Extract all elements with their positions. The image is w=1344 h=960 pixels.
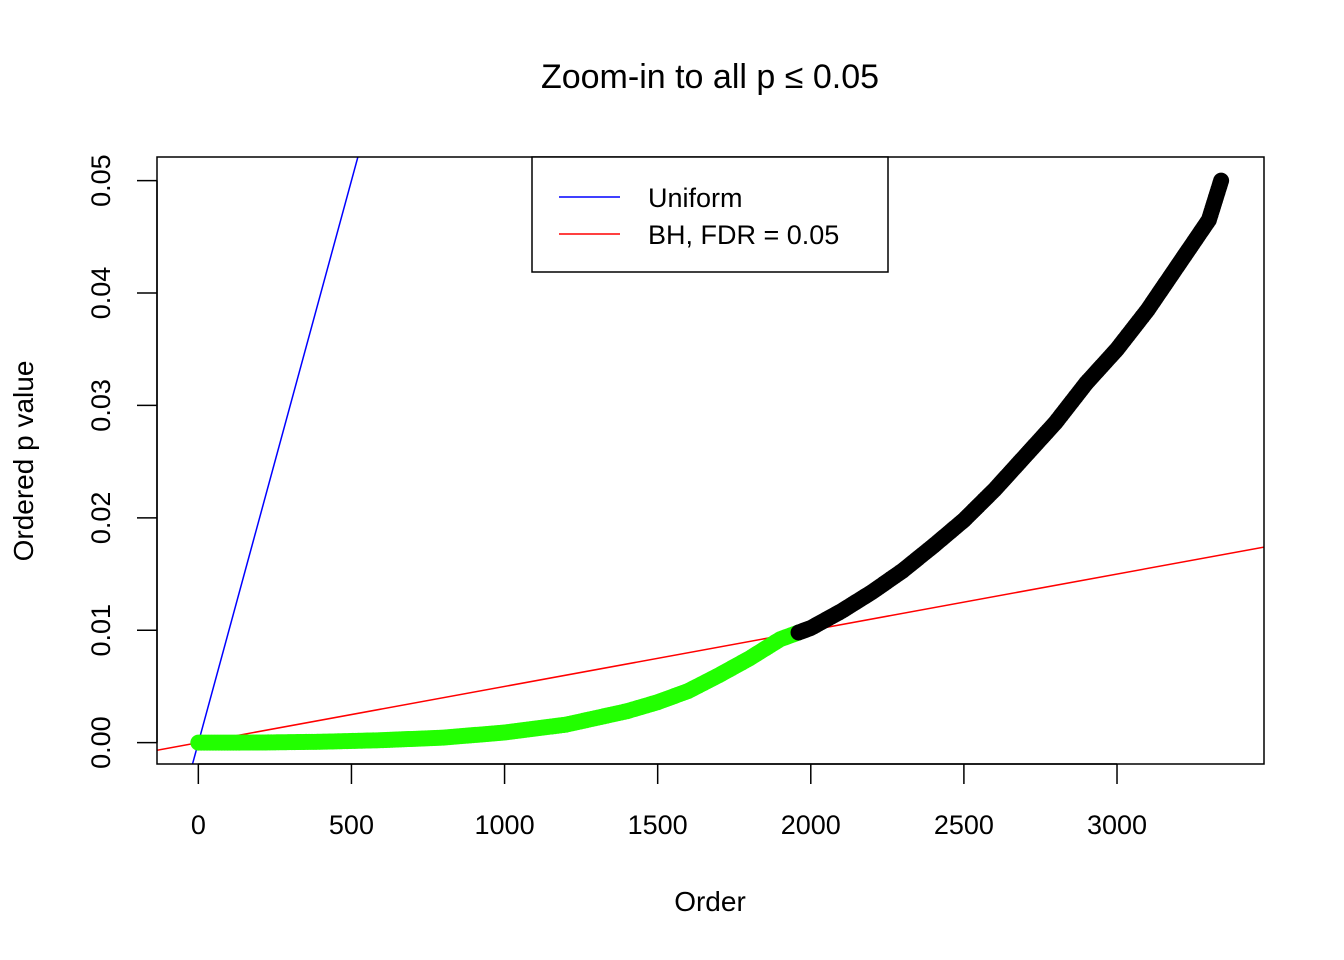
y-tick-label: 0.02 — [86, 492, 116, 545]
x-tick-label: 1500 — [628, 810, 688, 840]
series-0 — [190, 624, 807, 751]
chart-title: Zoom-in to all p ≤ 0.05 — [541, 58, 879, 96]
x-tick-label: 3000 — [1087, 810, 1147, 840]
y-tick-label: 0.01 — [86, 604, 116, 657]
x-tick-label: 0 — [191, 810, 206, 840]
x-tick-label: 500 — [329, 810, 374, 840]
series-1 — [790, 172, 1230, 641]
x-axis-label: Order — [674, 886, 746, 917]
legend-box — [531, 156, 889, 273]
y-tick-label: 0.04 — [86, 267, 116, 320]
x-tick-label: 1000 — [475, 810, 535, 840]
y-axis: 0.00 0.01 0.02 0.03 0.04 0.05 — [86, 154, 158, 769]
x-tick-label: 2000 — [781, 810, 841, 840]
legend-label-bh: BH, FDR = 0.05 — [648, 220, 839, 250]
y-tick-label: 0.03 — [86, 379, 116, 432]
x-axis: 0 500 1000 1500 2000 2500 3000 — [191, 763, 1147, 840]
reference-lines — [157, 157, 1264, 764]
reference-line-bh-fdr-0-05 — [157, 546, 1264, 751]
data-series — [190, 172, 1230, 751]
y-tick-label: 0.05 — [86, 154, 116, 207]
y-tick-label: 0.00 — [86, 716, 116, 769]
legend-label-uniform: Uniform — [648, 183, 743, 213]
x-tick-label: 2500 — [934, 810, 994, 840]
data-point — [1213, 172, 1230, 189]
y-axis-label: Ordered p value — [8, 361, 39, 562]
legend: Uniform BH, FDR = 0.05 — [531, 156, 889, 273]
reference-line-uniform — [191, 157, 359, 764]
